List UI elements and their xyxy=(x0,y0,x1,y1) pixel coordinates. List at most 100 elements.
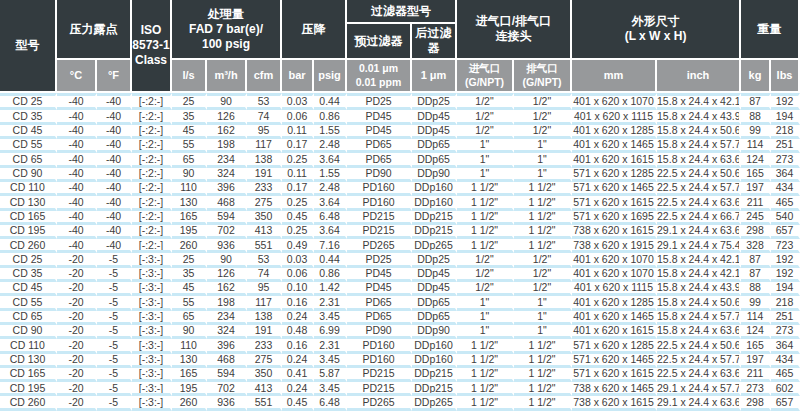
table-row: CD 35-20-5[-:3:-]35126740.060.86PD45DDp4… xyxy=(0,268,800,282)
table-cell: 1 1/2" xyxy=(514,211,572,225)
table-cell: CD 110 xyxy=(0,182,57,196)
col-group-pressure-drop: 压降 xyxy=(282,0,347,60)
table-cell: 124 xyxy=(741,153,771,167)
table-cell: -40 xyxy=(97,93,132,110)
table-cell: 0.48 xyxy=(282,325,314,339)
table-cell: 571 x 620 x 1465 xyxy=(572,354,657,368)
table-cell: -40 xyxy=(97,125,132,139)
table-cell: PD45 xyxy=(347,282,412,296)
table-row: CD 165-20-5[-:3:-]1655943500.415.87PD215… xyxy=(0,368,800,382)
table-cell: 364 xyxy=(771,168,800,182)
table-cell: -40 xyxy=(97,211,132,225)
table-cell: 165 xyxy=(741,339,771,353)
table-cell: 87 xyxy=(741,253,771,267)
table-cell: 1.55 xyxy=(314,125,347,139)
table-cell: [-:2:-] xyxy=(132,153,172,167)
table-cell: 0.24 xyxy=(282,382,314,396)
table-cell: 124 xyxy=(741,325,771,339)
table-cell: 0.11 xyxy=(282,125,314,139)
table-cell: 260 xyxy=(172,396,207,411)
table-row: CD 55-40-40[-:2:-]551981170.172.48PD65DD… xyxy=(0,139,800,153)
table-cell: 114 xyxy=(741,139,771,153)
table-cell: -40 xyxy=(97,225,132,239)
col-header-ls: l/s xyxy=(172,60,207,93)
table-cell: 0.24 xyxy=(282,354,314,368)
table-cell: [-:3:-] xyxy=(132,268,172,282)
table-cell: 87 xyxy=(741,268,771,282)
table-cell: 1" xyxy=(514,325,572,339)
table-cell: -40 xyxy=(57,211,97,225)
table-cell: CD 65 xyxy=(0,153,57,167)
table-cell: 1" xyxy=(514,153,572,167)
table-cell: 90 xyxy=(172,168,207,182)
table-cell: 74 xyxy=(247,110,282,124)
table-cell: 434 xyxy=(771,182,800,196)
table-cell: [-:3:-] xyxy=(132,253,172,267)
table-cell: DDp65 xyxy=(412,153,457,167)
table-row: CD 35-40-40[-:2:-]35126740.060.86PD45DDp… xyxy=(0,110,800,124)
table-cell: 192 xyxy=(771,268,800,282)
table-cell: -20 xyxy=(57,282,97,296)
table-cell: 0.03 xyxy=(282,93,314,110)
table-cell: CD 55 xyxy=(0,139,57,153)
table-cell: 1/2" xyxy=(514,282,572,296)
table-cell: PD215 xyxy=(347,225,412,239)
table-cell: CD 25 xyxy=(0,93,57,110)
table-cell: -40 xyxy=(57,182,97,196)
table-cell: 657 xyxy=(771,225,800,239)
table-row: CD 110-20-5[-:3:-]1103962330.162.31PD160… xyxy=(0,339,800,353)
table-cell: 1/2" xyxy=(514,253,572,267)
table-cell: 130 xyxy=(172,196,207,210)
table-cell: [-:2:-] xyxy=(132,139,172,153)
table-cell: DDp45 xyxy=(412,125,457,139)
table-cell: 1/2" xyxy=(514,125,572,139)
col-header-bar: bar xyxy=(282,60,314,93)
table-cell: DDp25 xyxy=(412,253,457,267)
table-cell: 1 1/2" xyxy=(514,339,572,353)
table-cell: [-:2:-] xyxy=(132,196,172,210)
table-cell: -20 xyxy=(57,268,97,282)
table-cell: [-:2:-] xyxy=(132,211,172,225)
table-cell: 1 1/2" xyxy=(514,239,572,253)
table-cell: 2.31 xyxy=(314,296,347,310)
table-cell: 233 xyxy=(247,339,282,353)
table-cell: 1" xyxy=(514,296,572,310)
table-cell: 571 x 620 x 1285 xyxy=(572,168,657,182)
table-cell: 465 xyxy=(771,368,800,382)
table-cell: 1 1/2" xyxy=(514,182,572,196)
table-cell: 1 1/2" xyxy=(514,396,572,411)
table-cell: 1" xyxy=(514,168,572,182)
table-cell: [-:2:-] xyxy=(132,93,172,110)
table-cell: 251 xyxy=(771,139,800,153)
table-cell: 87 xyxy=(741,93,771,110)
table-cell: PD215 xyxy=(347,368,412,382)
table-row: CD 165-40-40[-:2:-]1655943500.456.48PD21… xyxy=(0,211,800,225)
col-group-dimensions: 外形尺寸 (L x W x H) xyxy=(572,0,741,60)
table-cell: 413 xyxy=(247,382,282,396)
table-cell: 0.25 xyxy=(282,196,314,210)
table-cell: PD25 xyxy=(347,253,412,267)
table-cell: 197 xyxy=(741,354,771,368)
table-cell: -5 xyxy=(97,282,132,296)
table-cell: -40 xyxy=(97,139,132,153)
table-cell: DDp215 xyxy=(412,225,457,239)
table-cell: 22.5 x 24.4 x 50.6 xyxy=(657,168,741,182)
table-cell: 0.44 xyxy=(314,253,347,267)
table-cell: 5.87 xyxy=(314,368,347,382)
table-cell: 273 xyxy=(741,382,771,396)
table-cell: 126 xyxy=(207,110,247,124)
table-cell: [-:3:-] xyxy=(132,325,172,339)
table-cell: 401 x 620 x 1615 xyxy=(572,325,657,339)
table-cell: 22.5 x 24.4 x 50.6 xyxy=(657,339,741,353)
table-cell: PD160 xyxy=(347,196,412,210)
table-cell: 738 x 620 x 1615 xyxy=(572,396,657,411)
table-cell: 273 xyxy=(771,325,800,339)
table-cell: 468 xyxy=(207,196,247,210)
table-row: CD 195-20-5[-:3:-]1957024130.243.45PD215… xyxy=(0,382,800,396)
table-row: CD 65-40-40[-:2:-]652341380.253.64PD65DD… xyxy=(0,153,800,167)
table-row: CD 45-40-40[-:2:-]45162950.111.55PD45DDp… xyxy=(0,125,800,139)
table-row: CD 90-20-5[-:3:-]903241910.486.99PD90DDp… xyxy=(0,325,800,339)
table-cell: [-:3:-] xyxy=(132,354,172,368)
table-cell: CD 55 xyxy=(0,296,57,310)
table-cell: PD45 xyxy=(347,125,412,139)
